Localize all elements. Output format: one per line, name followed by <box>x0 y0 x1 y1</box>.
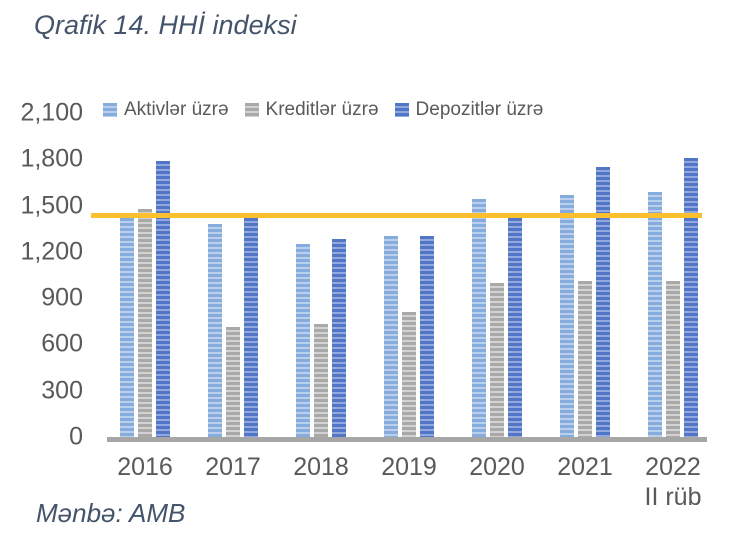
x-axis-label-2017: 2017 <box>205 453 261 481</box>
x-axis-label-2021: 2021 <box>557 453 613 481</box>
bar-depozitler-2016 <box>156 161 170 437</box>
bar-kreditler-2017 <box>226 327 240 437</box>
y-axis-tick-label: 600 <box>41 329 83 358</box>
bar-kreditler-2016 <box>138 209 152 437</box>
y-axis-tick-label: 900 <box>41 283 83 312</box>
legend-label-depozitler: Depozitlər üzrə <box>415 99 544 120</box>
x-axis-label-2020: 2020 <box>469 453 525 481</box>
bar-aktivler-2019 <box>384 236 398 437</box>
y-axis-tick-label: 0 <box>69 422 83 451</box>
legend-item-aktivler: Aktivlər üzrə <box>103 99 229 121</box>
bar-kreditler-2018 <box>314 324 328 437</box>
legend-label-kreditler: Kreditlər üzrə <box>265 99 379 120</box>
chart-legend: Aktivlər üzrə Kreditlər üzrə Depozitlər … <box>103 98 543 122</box>
y-axis-tick-label: 300 <box>41 376 83 405</box>
legend-item-kreditler: Kreditlər üzrə <box>244 99 379 121</box>
bar-aktivler-2017 <box>208 224 222 437</box>
x-axis-label-2016: 2016 <box>117 453 173 481</box>
bar-depozitler-2017 <box>244 218 258 437</box>
legend-label-aktivler: Aktivlər üzrə <box>124 99 229 120</box>
bar-depozitler-2020 <box>508 218 522 437</box>
y-axis-tick-label: 1,800 <box>20 144 83 173</box>
bar-depozitler-2021 <box>596 167 610 437</box>
threshold-line <box>91 212 702 218</box>
bar-kreditler-2022 <box>666 281 680 437</box>
legend-swatch-aktivler-icon <box>103 103 117 117</box>
bar-kreditler-2020 <box>490 283 504 437</box>
bar-depozitler-2018 <box>332 239 346 437</box>
legend-swatch-kreditler-icon <box>244 103 259 117</box>
x-axis-sublabel: II rüb <box>644 483 702 511</box>
bar-depozitler-2019 <box>420 236 434 437</box>
x-axis-label-2018: 2018 <box>293 453 349 481</box>
x-axis-label-2019: 2019 <box>381 453 437 481</box>
bar-depozitler-2022 <box>684 158 698 437</box>
legend-item-depozitler: Depozitlər üzrə <box>394 99 544 121</box>
legend-swatch-depozitler-icon <box>394 103 409 117</box>
x-axis-line <box>107 437 707 442</box>
bar-aktivler-2016 <box>120 218 134 437</box>
y-axis-tick-label: 1,200 <box>20 237 83 266</box>
bar-kreditler-2021 <box>578 281 592 437</box>
bar-aktivler-2020 <box>472 199 486 437</box>
bar-kreditler-2019 <box>402 312 416 437</box>
bar-aktivler-2022 <box>648 192 662 437</box>
bar-aktivler-2018 <box>296 244 310 437</box>
y-axis-tick-label: 1,500 <box>20 191 83 219</box>
bar-aktivler-2021 <box>560 195 574 437</box>
x-axis-label-2022: 2022 II rüb <box>644 453 702 511</box>
chart-title: Qrafik 14. HHİ indeksi <box>34 10 297 40</box>
source-note: Mənbə: AMB <box>36 498 186 528</box>
y-axis-tick-label: 2,100 <box>20 98 83 127</box>
